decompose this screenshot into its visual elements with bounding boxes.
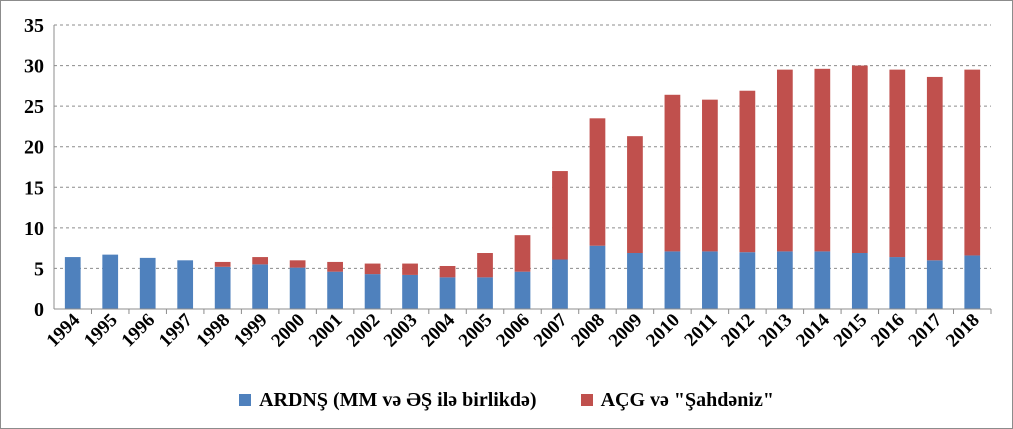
bar-segment-acg-2008 <box>589 118 606 246</box>
y-tick-label: 0 <box>34 299 44 321</box>
bar-segment-acg-2011 <box>702 99 718 252</box>
y-tick-label: 5 <box>34 258 44 280</box>
bar-segment-acg-2004 <box>439 265 456 278</box>
x-tick-label: 1995 <box>80 310 122 352</box>
bar-segment-ardns-1996 <box>139 257 156 309</box>
bar-segment-ardns-1999 <box>252 264 269 309</box>
bar-segment-ardns-2002 <box>364 274 381 309</box>
bar-segment-acg-2016 <box>889 69 906 258</box>
legend-label-acg: AÇG və "Şahdəniz" <box>600 388 774 411</box>
bar-segment-ardns-2000 <box>289 267 306 309</box>
legend-label-ardns: ARDNŞ (MM və ƏŞ ilə birlikdə) <box>259 388 537 411</box>
legend-swatch-acg <box>580 394 593 406</box>
bar-segment-acg-2015 <box>851 65 868 254</box>
x-tick-label: 2002 <box>342 310 384 352</box>
y-tick-label: 20 <box>24 137 44 159</box>
x-tick-label: 2012 <box>717 310 759 352</box>
bar-segment-acg-2002 <box>364 263 381 275</box>
y-tick-label: 25 <box>24 96 44 118</box>
x-tick-label: 2009 <box>605 310 647 352</box>
y-tick-label: 30 <box>24 56 44 78</box>
x-tick-label: 2006 <box>492 310 534 352</box>
x-tick-label: 2013 <box>755 310 797 352</box>
bar-segment-ardns-2017 <box>926 260 943 309</box>
y-tick-label: 10 <box>24 218 44 240</box>
x-tick-label: 1994 <box>43 309 85 351</box>
x-tick-label: 1996 <box>118 310 160 352</box>
x-tick-label: 2000 <box>267 310 309 352</box>
bar-segment-ardns-2018 <box>964 255 981 309</box>
x-tick-label: 1997 <box>155 309 197 351</box>
bar-segment-ardns-1997 <box>177 260 194 309</box>
x-tick-label: 2003 <box>380 310 422 352</box>
bar-segment-ardns-2007 <box>552 259 568 309</box>
x-tick-label: 2001 <box>305 310 347 352</box>
bar-segment-acg-1998 <box>214 261 231 267</box>
legend: ARDNŞ (MM və ƏŞ ilə birlikdə) AÇG və "Şa… <box>1 385 1012 415</box>
y-tick-label: 35 <box>24 15 44 37</box>
x-tick-label: 2007 <box>530 309 572 351</box>
bar-segment-ardns-2010 <box>664 251 681 309</box>
legend-item-ardns: ARDNŞ (MM və ƏŞ ilə birlikdə) <box>239 389 537 412</box>
x-tick-label: 2018 <box>942 310 984 352</box>
bar-segment-ardns-1998 <box>214 266 231 309</box>
bar-segment-ardns-2011 <box>702 251 718 309</box>
y-tick-label: 15 <box>24 177 44 199</box>
bar-segment-acg-2000 <box>289 260 306 268</box>
bar-segment-ardns-2016 <box>889 257 906 309</box>
bar-segment-ardns-2005 <box>477 277 493 309</box>
legend-swatch-ardns <box>239 394 252 406</box>
bar-segment-acg-2018 <box>964 69 981 256</box>
bar-segment-ardns-1995 <box>102 254 119 309</box>
x-tick-label: 2004 <box>417 309 459 351</box>
bar-segment-ardns-2001 <box>327 271 343 309</box>
legend-item-acg: AÇG və "Şahdəniz" <box>580 388 774 412</box>
x-tick-label: 2016 <box>867 310 909 352</box>
bar-segment-acg-2013 <box>776 69 793 252</box>
bar-segment-acg-2001 <box>327 261 343 272</box>
bar-segment-ardns-2013 <box>776 251 793 309</box>
x-tick-label: 1999 <box>230 310 272 352</box>
bar-segment-acg-2017 <box>926 76 943 261</box>
x-tick-label: 2015 <box>830 310 872 352</box>
bar-segment-acg-1999 <box>252 257 269 265</box>
bar-segment-acg-2009 <box>627 136 643 254</box>
x-tick-label: 1998 <box>192 310 234 352</box>
bar-segment-acg-2014 <box>814 68 831 252</box>
bar-segment-acg-2007 <box>552 171 568 260</box>
bar-segment-acg-2006 <box>514 235 531 272</box>
bar-segment-ardns-2006 <box>514 271 531 309</box>
bar-segment-acg-2010 <box>664 94 681 252</box>
bar-segment-ardns-2003 <box>402 274 418 309</box>
bar-segment-ardns-2012 <box>739 252 756 309</box>
bar-segment-acg-2005 <box>477 253 493 278</box>
bar-segment-ardns-2008 <box>589 245 606 309</box>
x-tick-label: 2008 <box>567 310 609 352</box>
bar-segment-ardns-2004 <box>439 277 456 309</box>
bar-segment-acg-2012 <box>739 90 756 253</box>
bar-segment-ardns-2014 <box>814 251 831 309</box>
bar-segment-ardns-2009 <box>627 253 643 309</box>
x-tick-label: 2011 <box>680 310 721 351</box>
x-tick-label: 2014 <box>792 309 834 351</box>
bar-segment-acg-2003 <box>402 263 418 275</box>
stacked-bar-chart: 0510152025303519941995199619971998199920… <box>24 15 992 352</box>
x-tick-label: 2017 <box>905 309 947 351</box>
bar-segment-ardns-1994 <box>64 257 81 309</box>
bar-segment-ardns-2015 <box>851 253 868 309</box>
x-tick-label: 2010 <box>642 310 684 352</box>
x-tick-label: 2005 <box>455 310 497 352</box>
